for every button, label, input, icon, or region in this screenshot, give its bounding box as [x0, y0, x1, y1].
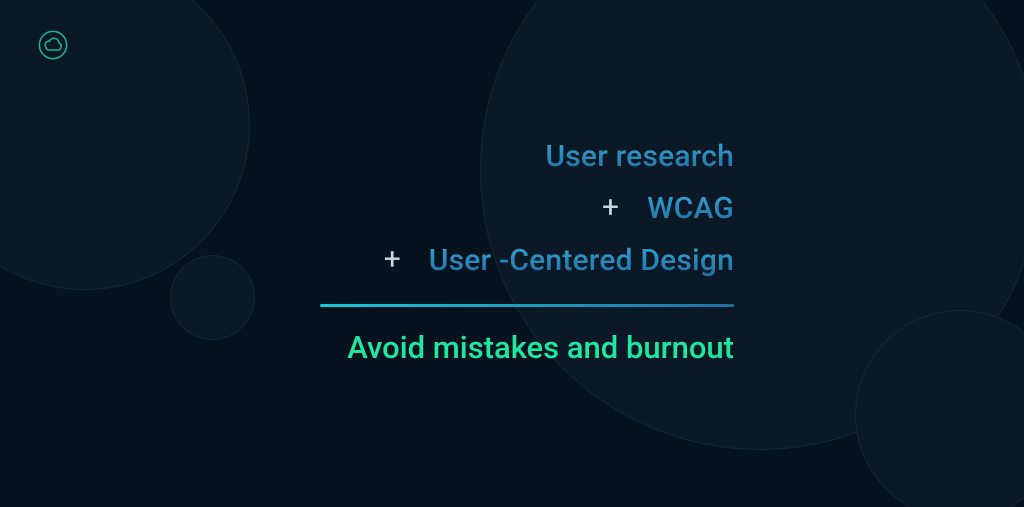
formula-term: User -Centered Design: [429, 243, 734, 278]
formula-term: User research: [545, 139, 734, 174]
bg-circle-3: [170, 255, 255, 340]
plus-icon: +: [602, 193, 619, 223]
formula-block: User research + WCAG + User -Centered De…: [320, 130, 734, 366]
formula-line-3: + User -Centered Design: [384, 234, 734, 286]
formula-line-2: + WCAG: [602, 182, 734, 234]
formula-result: Avoid mistakes and burnout: [347, 329, 734, 366]
plus-icon: +: [384, 245, 401, 275]
infographic-canvas: User research + WCAG + User -Centered De…: [0, 0, 1024, 507]
formula-line-1: User research: [545, 130, 734, 182]
formula-term: WCAG: [647, 191, 734, 226]
brand-logo-icon: [38, 30, 68, 64]
formula-divider: [320, 304, 734, 307]
